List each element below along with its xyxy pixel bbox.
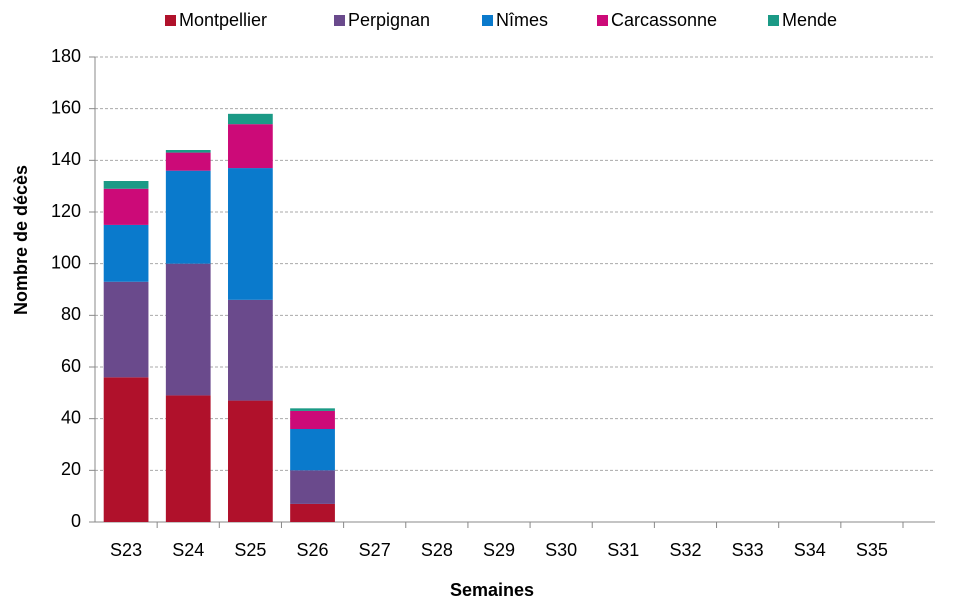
x-tick-label: S27 <box>359 540 391 560</box>
bar-segment <box>165 150 211 153</box>
x-tick-label: S35 <box>856 540 888 560</box>
bar-segment <box>165 263 211 396</box>
x-tick-label: S30 <box>545 540 577 560</box>
legend-label: Nîmes <box>496 10 548 30</box>
bar-segment <box>103 188 149 225</box>
legend-label: Carcassonne <box>611 10 717 30</box>
y-tick-label: 100 <box>51 252 81 272</box>
y-tick-label: 140 <box>51 149 81 169</box>
bar-segment <box>290 470 335 504</box>
y-tick-label: 120 <box>51 201 81 221</box>
bar-segment <box>290 503 335 522</box>
legend-swatch <box>482 15 493 26</box>
bar-segment <box>228 299 273 401</box>
x-tick-label: S23 <box>110 540 142 560</box>
legend-swatch <box>334 15 345 26</box>
legend-label: Perpignan <box>348 10 430 30</box>
x-tick-label: S32 <box>669 540 701 560</box>
bar-segment <box>103 181 149 189</box>
legend-label: Mende <box>782 10 837 30</box>
y-tick-label: 160 <box>51 97 81 117</box>
y-tick-label: 0 <box>71 511 81 531</box>
x-tick-label: S29 <box>483 540 515 560</box>
bar-segment <box>228 400 273 522</box>
bar-segment <box>165 170 211 264</box>
bar-segment <box>228 124 273 169</box>
bar-segment <box>290 408 335 411</box>
x-tick-label: S33 <box>732 540 764 560</box>
x-tick-label: S34 <box>794 540 826 560</box>
bar-segment <box>165 395 211 522</box>
y-tick-label: 40 <box>61 407 81 427</box>
x-tick-label: S24 <box>172 540 204 560</box>
bar-segment <box>290 410 335 429</box>
y-tick-label: 80 <box>61 304 81 324</box>
legend-label: Montpellier <box>179 10 267 30</box>
y-tick-label: 60 <box>61 356 81 376</box>
x-tick-label: S28 <box>421 540 453 560</box>
legend-swatch <box>165 15 176 26</box>
x-tick-label: S26 <box>297 540 329 560</box>
legend-swatch <box>768 15 779 26</box>
bar-segment <box>165 152 211 171</box>
y-tick-label: 20 <box>61 459 81 479</box>
bar-segment <box>103 281 149 378</box>
bar-segment <box>228 113 273 125</box>
y-axis-title: Nombre de décès <box>11 165 31 315</box>
x-axis-title: Semaines <box>450 580 534 600</box>
y-tick-label: 180 <box>51 46 81 66</box>
x-tick-label: S25 <box>234 540 266 560</box>
legend-swatch <box>597 15 608 26</box>
x-tick-label: S31 <box>607 540 639 560</box>
bar-segment <box>228 168 273 300</box>
bar-segment <box>103 224 149 282</box>
bar-segment <box>290 429 335 471</box>
bar-segment <box>103 377 149 522</box>
